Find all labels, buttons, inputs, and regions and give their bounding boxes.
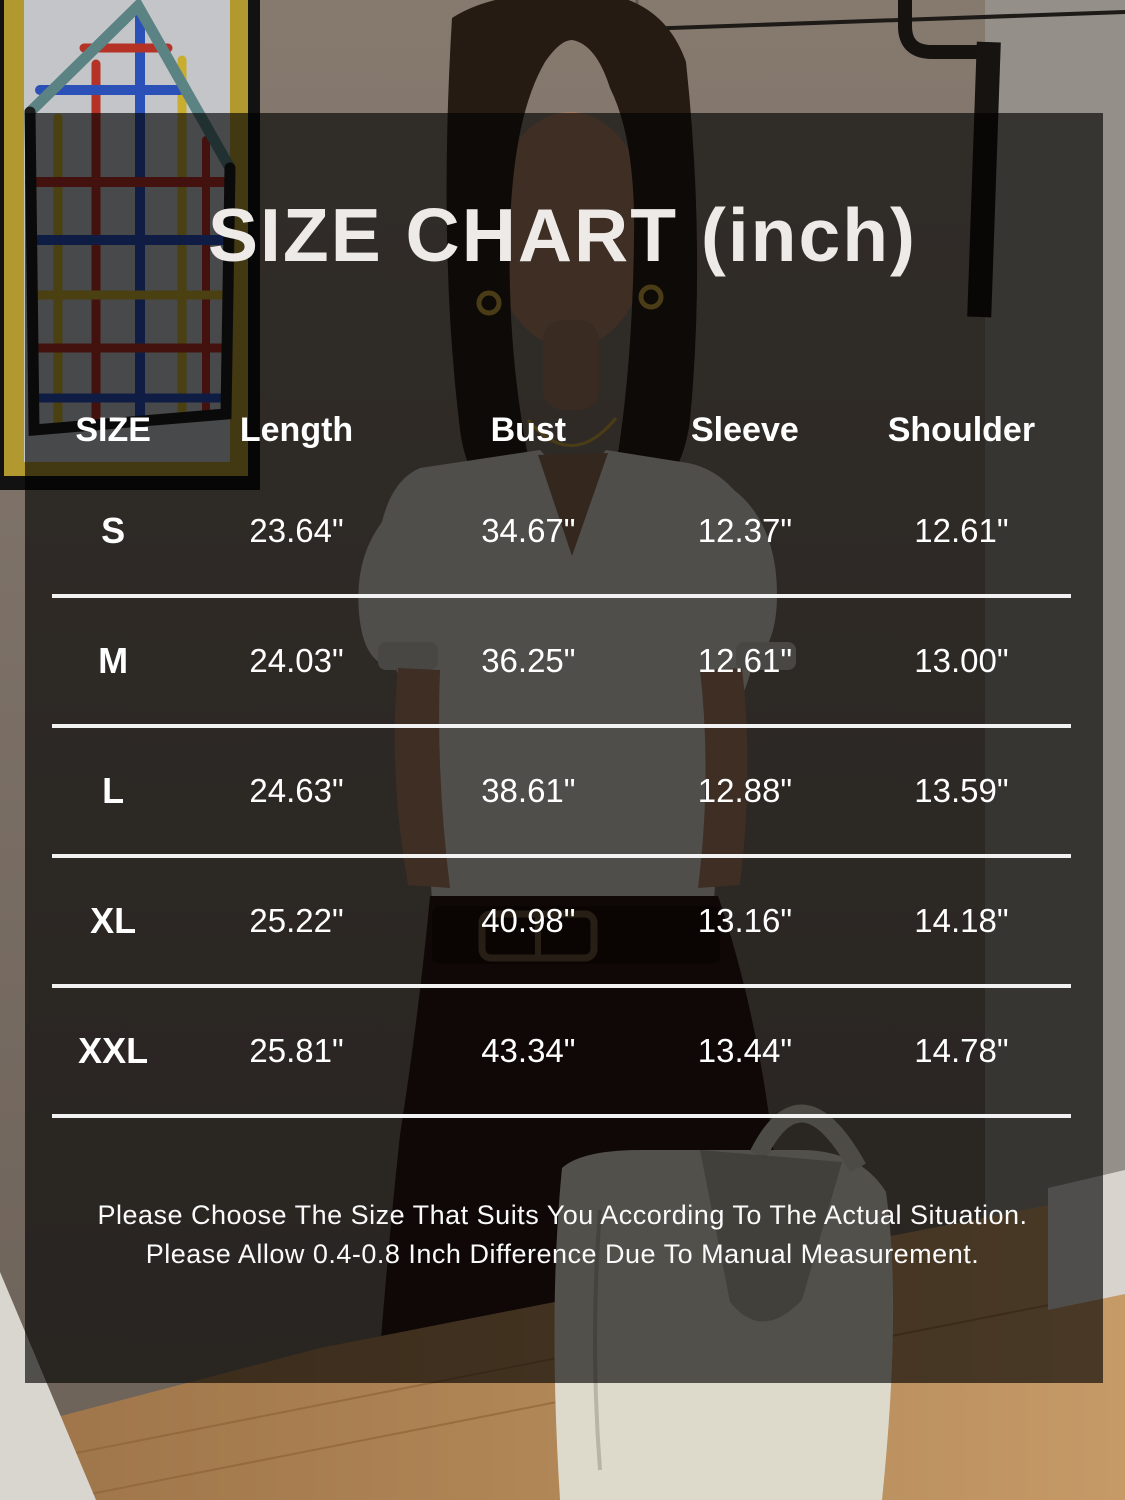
cell-bust: 40.98" — [481, 902, 576, 939]
table-row-l: L 24.63" 38.61" 12.88" 13.59" — [52, 728, 1071, 858]
cell-shoulder: 14.18" — [914, 902, 1009, 939]
size-table: SIZE Length Bust Sleeve Shoulder S 23.64… — [52, 392, 1071, 1118]
cell-length: 25.22" — [249, 902, 344, 939]
col-header-length: Length — [239, 410, 354, 449]
cell-shoulder: 12.61" — [914, 512, 1009, 549]
cell-bust: 43.34" — [481, 1032, 576, 1069]
cell-shoulder: 14.78" — [914, 1032, 1009, 1069]
table-row-m: M 24.03" 36.25" 12.61" 13.00" — [52, 598, 1071, 728]
cell-length: 24.03" — [249, 642, 344, 679]
pipe-rack-icon — [898, 0, 992, 59]
cell-bust: 34.67" — [481, 512, 576, 549]
cell-sleeve: 12.88" — [697, 772, 793, 809]
cell-length: 24.63" — [249, 772, 344, 809]
cell-size: XXL — [78, 1030, 149, 1071]
table-header-row: SIZE Length Bust Sleeve Shoulder — [52, 392, 1071, 468]
cell-shoulder: 13.00" — [914, 642, 1009, 679]
cell-sleeve: 13.44" — [697, 1032, 793, 1069]
size-note-line1: Please Choose The Size That Suits You Ac… — [97, 1200, 1028, 1230]
col-header-size: SIZE — [75, 410, 151, 449]
size-note-line2: Please Allow 0.4-0.8 Inch Difference Due… — [145, 1239, 980, 1269]
cell-size: L — [102, 770, 125, 811]
dark-overlay — [25, 113, 1103, 1383]
cell-sleeve: 12.37" — [697, 512, 793, 549]
cell-bust: 36.25" — [481, 642, 576, 679]
table-row-xxl: XXL 25.81" 43.34" 13.44" 14.78" — [52, 988, 1071, 1118]
cell-size: S — [101, 510, 126, 551]
cell-size: M — [98, 640, 129, 681]
col-header-sleeve: Sleeve — [691, 410, 799, 449]
cell-length: 25.81" — [249, 1032, 344, 1069]
table-row-xl: XL 25.22" 40.98" 13.16" 14.18" — [52, 858, 1071, 988]
door-corner-left — [0, 1272, 96, 1500]
cell-bust: 38.61" — [481, 772, 576, 809]
page-title: SIZE CHART (inch) — [208, 193, 917, 277]
col-header-shoulder: Shoulder — [887, 410, 1036, 449]
col-header-bust: Bust — [490, 410, 567, 449]
cell-sleeve: 12.61" — [697, 642, 793, 679]
cell-size: XL — [90, 900, 137, 941]
wire — [614, 10, 1125, 32]
cell-length: 23.64" — [249, 512, 344, 549]
table-row-s: S 23.64" 34.67" 12.37" 12.61" — [52, 468, 1071, 598]
size-note: Please Choose The Size That Suits You Ac… — [0, 1196, 1125, 1274]
cell-sleeve: 13.16" — [697, 902, 793, 939]
cell-shoulder: 13.59" — [914, 772, 1009, 809]
